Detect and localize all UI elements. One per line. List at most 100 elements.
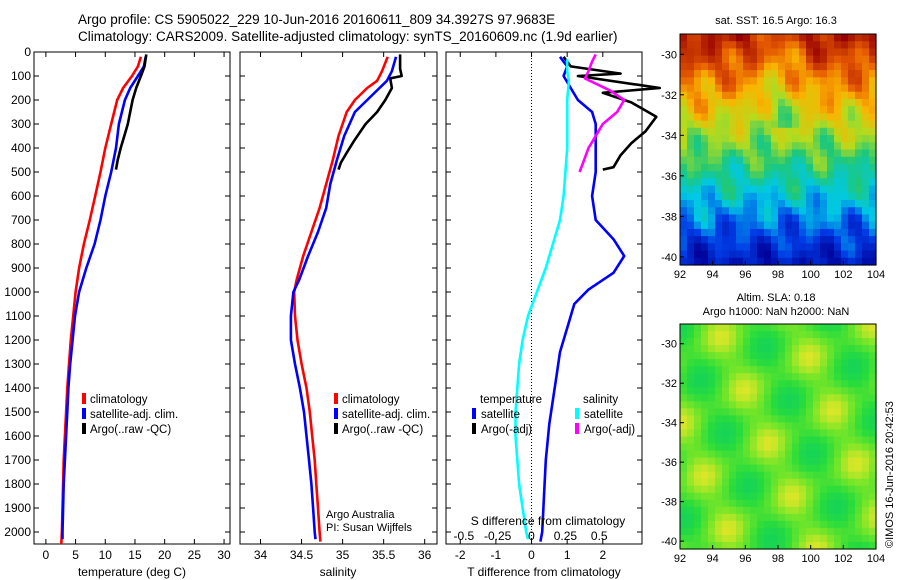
heatmap-cell <box>715 163 723 172</box>
heatmap-cell <box>834 106 842 115</box>
heatmap-cell <box>827 91 835 100</box>
heatmap-cell <box>820 520 828 529</box>
heatmap-cell <box>834 534 842 543</box>
heatmap-cell <box>715 352 723 360</box>
heatmap-cell <box>680 373 688 381</box>
heatmap-cell <box>680 380 688 388</box>
heatmap-cell <box>806 228 814 237</box>
heatmap-cell <box>771 436 779 445</box>
heatmap-cell <box>715 541 723 550</box>
heatmap-cell <box>715 464 723 473</box>
heatmap-cell <box>848 345 856 353</box>
heatmap-cell <box>862 70 870 78</box>
heatmap-cell <box>736 366 744 374</box>
heatmap-cell <box>687 149 695 158</box>
heatmap-cell <box>750 156 758 165</box>
heatmap-cell <box>743 408 751 417</box>
heatmap-cell <box>827 142 835 151</box>
heatmap-cell <box>785 401 793 409</box>
heatmap-cell <box>729 70 737 78</box>
heatmap-cell <box>806 373 814 381</box>
heatmap-cell <box>834 200 842 208</box>
heatmap-cell <box>848 250 856 259</box>
heatmap-cell <box>862 149 870 158</box>
heatmap-cell <box>820 499 828 508</box>
top-x-tick-label: -0.25 <box>484 529 512 543</box>
heatmap-cell <box>687 236 695 244</box>
heatmap-cell <box>869 471 877 480</box>
heatmap-cell <box>694 34 702 42</box>
heatmap-cell <box>750 443 758 452</box>
heatmap-cell <box>722 156 730 165</box>
heatmap-cell <box>841 70 849 78</box>
heatmap-cell <box>841 243 849 252</box>
map-y-tick-label: -32 <box>661 90 677 102</box>
heatmap-cell <box>757 520 765 529</box>
heatmap-cell <box>687 380 695 388</box>
heatmap-cell <box>757 506 765 515</box>
heatmap-cell <box>869 34 877 42</box>
heatmap-cell <box>792 41 800 50</box>
heatmap-cell <box>827 380 835 388</box>
heatmap-cell <box>855 534 863 543</box>
heatmap-cell <box>680 429 688 438</box>
heatmap-cell <box>764 359 772 367</box>
heatmap-cell <box>855 492 863 501</box>
heatmap-cell <box>680 70 688 78</box>
y-tick-label: 0 <box>24 45 31 59</box>
heatmap-cell <box>806 436 814 445</box>
heatmap-cell <box>729 200 737 208</box>
heatmap-cell <box>806 34 814 42</box>
heatmap-cell <box>722 401 730 409</box>
heatmap-cell <box>806 387 814 395</box>
heatmap-cell <box>827 149 835 158</box>
heatmap-cell <box>729 527 737 536</box>
heatmap-cell <box>869 120 877 129</box>
heatmap-cell <box>694 499 702 508</box>
heatmap-cell <box>729 478 737 487</box>
heatmap-cell <box>771 506 779 515</box>
heatmap-cell <box>785 207 793 216</box>
heatmap-cell <box>743 113 751 122</box>
heatmap-cell <box>827 236 835 244</box>
heatmap-cell <box>820 236 828 244</box>
heatmap-cell <box>792 207 800 216</box>
heatmap-cell <box>771 62 779 71</box>
heatmap-cell <box>785 142 793 151</box>
heatmap-cell <box>722 415 730 424</box>
heatmap-cell <box>792 221 800 230</box>
heatmap-cell <box>778 41 786 50</box>
heatmap-cell <box>813 345 821 353</box>
heatmap-cell <box>743 541 751 550</box>
heatmap-cell <box>869 200 877 208</box>
heatmap-cell <box>792 120 800 129</box>
heatmap-cell <box>743 221 751 230</box>
heatmap-cell <box>729 77 737 86</box>
heatmap-cell <box>687 534 695 543</box>
heatmap-cell <box>785 457 793 466</box>
heatmap-cell <box>722 62 730 71</box>
heatmap-cell <box>841 471 849 480</box>
heatmap-cell <box>687 352 695 360</box>
heatmap-cell <box>827 106 835 115</box>
legend-title-salinity: salinity <box>583 394 618 406</box>
heatmap-cell <box>764 200 772 208</box>
heatmap-cell <box>806 127 814 136</box>
heatmap-cell <box>841 541 849 550</box>
heatmap-cell <box>764 171 772 179</box>
heatmap-cell <box>806 541 814 550</box>
heatmap-cell <box>785 106 793 115</box>
heatmap-cell <box>722 149 730 158</box>
heatmap-cell <box>827 55 835 64</box>
heatmap-cell <box>799 127 807 136</box>
heatmap-cell <box>869 359 877 367</box>
heatmap-cell <box>862 91 870 100</box>
heatmap-cell <box>764 541 772 550</box>
heatmap-cell <box>834 156 842 165</box>
heatmap-cell <box>757 55 765 64</box>
heatmap-cell <box>680 192 688 201</box>
heatmap-cell <box>792 366 800 374</box>
heatmap-cell <box>750 534 758 543</box>
heatmap-cell <box>834 471 842 480</box>
heatmap-cell <box>855 450 863 459</box>
